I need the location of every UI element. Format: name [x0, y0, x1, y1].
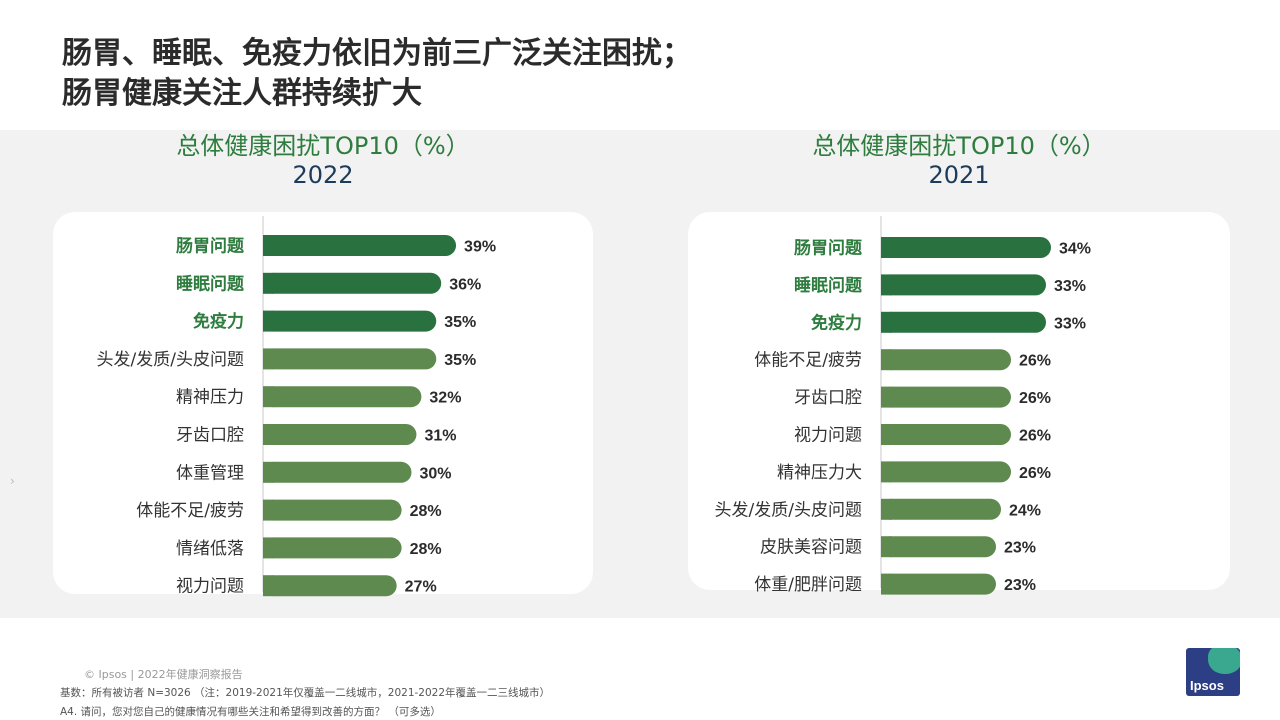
chart-2022-header: 总体健康困扰TOP10（%） 2022 [53, 132, 593, 190]
bar-c2022-6 [263, 461, 412, 483]
bar-c2021-9 [881, 573, 996, 595]
bar-c2022-9 [263, 575, 397, 597]
bar-base-c2021-1 [881, 274, 892, 296]
category-label-c2021-5: 视力问题 [794, 426, 862, 446]
category-label-c2021-4: 牙齿口腔 [794, 388, 862, 408]
question-note: A4. 请问，您对您自己的健康情况有哪些关注和希望得到改善的方面？ （可多选） [60, 706, 441, 718]
category-label-c2021-1: 睡眠问题 [794, 275, 863, 296]
bar-c2021-3 [881, 349, 1011, 371]
value-label-c2022-9: 27% [405, 579, 437, 596]
category-label-c2022-8: 情绪低落 [176, 539, 244, 559]
bar-c2022-4 [263, 386, 422, 408]
category-label-c2022-1: 睡眠问题 [176, 273, 245, 294]
bar-c2022-1 [263, 272, 442, 294]
bar-c2022-0 [263, 235, 457, 256]
chevron-right-icon: › [10, 474, 15, 488]
copyright-text: © Ipsos | 2022年健康洞察报告 [84, 668, 243, 681]
bar-base-c2021-4 [881, 386, 892, 408]
category-label-c2021-8: 皮肤美容问题 [760, 538, 862, 558]
chart-2022-title: 总体健康困扰TOP10（%） [176, 132, 470, 160]
title-line-2: 肠胃健康关注人群持续扩大 [62, 76, 422, 111]
chart-2021-title: 总体健康困扰TOP10（%） [812, 132, 1106, 160]
category-label-c2021-2: 免疫力 [811, 312, 862, 333]
bar-base-c2022-7 [263, 499, 274, 521]
value-label-c2021-4: 26% [1019, 390, 1051, 407]
bar-base-c2022-4 [263, 386, 274, 408]
category-label-c2022-7: 体能不足/疲劳 [136, 501, 244, 521]
bar-c2021-1 [881, 274, 1046, 296]
value-label-c2021-3: 26% [1019, 353, 1051, 370]
category-label-c2021-9: 体重/肥胖问题 [754, 575, 862, 595]
bar-c2021-5 [881, 424, 1011, 445]
bar-base-c2021-5 [881, 424, 892, 445]
value-label-c2022-2: 35% [444, 314, 476, 331]
value-label-c2022-0: 39% [464, 239, 496, 256]
category-label-c2022-5: 牙齿口腔 [176, 426, 244, 446]
category-label-c2022-4: 精神压力 [176, 388, 244, 408]
value-label-c2021-1: 33% [1054, 278, 1086, 295]
bar-c2021-4 [881, 386, 1011, 408]
category-label-c2021-0: 肠胃问题 [794, 238, 863, 259]
value-label-c2022-8: 28% [410, 541, 442, 558]
value-label-c2021-5: 26% [1019, 428, 1051, 445]
ipsos-logo: Ipsos [1186, 648, 1240, 696]
value-label-c2021-8: 23% [1004, 540, 1036, 557]
category-label-c2022-0: 肠胃问题 [176, 236, 245, 257]
bar-base-c2021-7 [881, 498, 892, 520]
bar-base-c2022-5 [263, 424, 274, 445]
bar-c2022-3 [263, 348, 437, 370]
value-label-c2021-9: 23% [1004, 577, 1036, 594]
bar-c2021-7 [881, 498, 1001, 520]
bar-base-c2021-2 [881, 311, 892, 333]
bar-base-c2022-8 [263, 537, 274, 559]
ipsos-logo-text: Ipsos [1190, 678, 1224, 693]
value-label-c2022-6: 30% [420, 465, 452, 482]
bar-base-c2021-6 [881, 461, 892, 483]
chart-2022: 肠胃问题 39% 睡眠问题 36% 免疫力 35% 头发/发质/头皮问题 35% 精神压力 32%… [97, 216, 496, 597]
bar-base-c2022-1 [263, 272, 274, 294]
value-label-c2021-2: 33% [1054, 315, 1086, 332]
value-label-c2021-6: 26% [1019, 465, 1051, 482]
bar-base-c2022-9 [263, 575, 274, 597]
bar-c2022-5 [263, 424, 417, 445]
category-label-c2022-9: 视力问题 [176, 577, 244, 597]
value-label-c2022-4: 32% [429, 390, 461, 407]
bar-base-c2021-8 [881, 536, 892, 558]
value-label-c2021-7: 24% [1009, 502, 1041, 519]
category-label-c2022-6: 体重管理 [176, 463, 244, 483]
value-label-c2021-0: 34% [1059, 241, 1091, 258]
bar-base-c2021-9 [881, 573, 892, 595]
bar-base-c2022-6 [263, 461, 274, 483]
slide-title: 肠胃、睡眠、免疫力依旧为前三广泛关注困扰； 肠胃健康关注人群持续扩大 [62, 34, 692, 114]
title-line-1: 肠胃、睡眠、免疫力依旧为前三广泛关注困扰； [62, 36, 692, 71]
bar-c2021-8 [881, 536, 996, 558]
value-label-c2022-3: 35% [444, 352, 476, 369]
value-label-c2022-5: 31% [424, 428, 456, 445]
bar-base-c2022-2 [263, 310, 274, 332]
chart-2021: 肠胃问题 34% 睡眠问题 33% 免疫力 33% 体能不足/疲劳 26% 牙齿口腔 26% 视力问… [715, 216, 1091, 595]
bar-c2021-6 [881, 461, 1011, 483]
chart-2021-header: 总体健康困扰TOP10（%） 2021 [688, 132, 1230, 190]
category-label-c2021-3: 体能不足/疲劳 [754, 351, 862, 371]
bar-base-c2022-3 [263, 348, 274, 370]
bar-c2022-8 [263, 537, 402, 559]
bar-base-c2021-3 [881, 349, 892, 371]
bar-base-c2022-0 [263, 235, 274, 256]
value-label-c2022-1: 36% [449, 276, 481, 293]
chart-2022-year: 2022 [292, 161, 354, 189]
value-label-c2022-7: 28% [410, 503, 442, 520]
category-label-c2021-7: 头发/发质/头皮问题 [715, 500, 862, 520]
category-label-c2022-3: 头发/发质/头皮问题 [97, 350, 244, 370]
bar-c2022-7 [263, 499, 402, 521]
bar-c2021-0 [881, 237, 1051, 258]
base-note: 基数：所有被访者 N=3026 （注：2019-2021年仅覆盖一二线城市，20… [60, 687, 551, 699]
chart-2021-year: 2021 [928, 161, 990, 189]
bar-c2021-2 [881, 311, 1046, 333]
category-label-c2021-6: 精神压力大 [777, 463, 862, 483]
bar-c2022-2 [263, 310, 437, 332]
category-label-c2022-2: 免疫力 [193, 311, 244, 332]
bar-base-c2021-0 [881, 237, 892, 258]
